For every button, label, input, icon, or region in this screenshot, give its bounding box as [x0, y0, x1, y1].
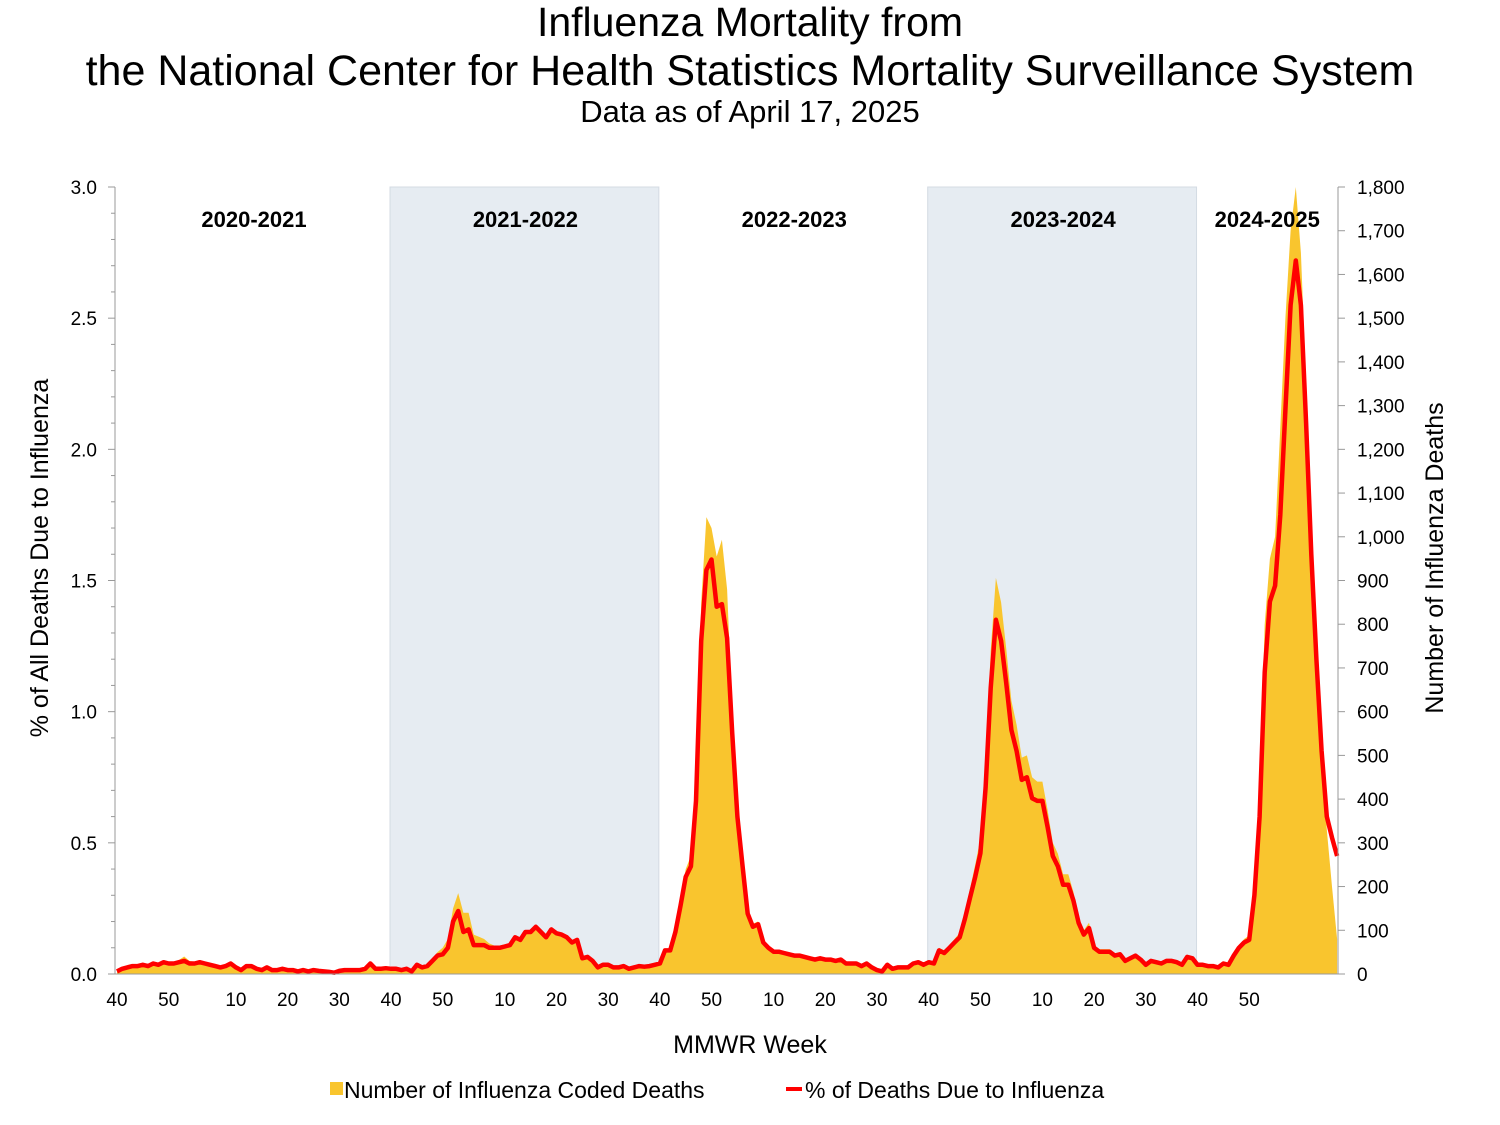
x-tick-label: 40	[918, 990, 939, 1011]
y-left-tick-label: 2.5	[71, 309, 97, 330]
x-tick-label: 40	[380, 990, 401, 1011]
season-shading	[389, 186, 1198, 975]
deaths-area-layer	[117, 187, 1338, 974]
chart-title-line2: the National Center for Health Statistic…	[86, 47, 1415, 95]
pct-line	[115, 258, 1340, 975]
y-left-tick-label: 1.0	[71, 703, 97, 724]
y-left-tick-label: 1.5	[71, 572, 97, 593]
x-tick-label: 30	[598, 990, 619, 1011]
x-tick-label: 30	[866, 990, 887, 1011]
season-labels: 2020-2021 2021-2022 2022-2023 2023-2024 2024…	[201, 207, 1319, 232]
x-tick-label: 10	[225, 990, 246, 1011]
x-tick-label: 50	[432, 990, 453, 1011]
x-tick-label: 50	[970, 990, 991, 1011]
x-tick-label: 20	[1084, 990, 1105, 1011]
y-right-tick-label: 700	[1357, 659, 1389, 680]
season-shade	[927, 186, 1198, 975]
x-tick-label: 50	[158, 990, 179, 1011]
x-axis-title: MMWR Week	[673, 1031, 827, 1059]
x-tick-label: 10	[494, 990, 515, 1011]
pct-line-layer	[115, 258, 1340, 975]
x-tick-label: 10	[763, 990, 784, 1011]
y-right-tick-label: 1,800	[1357, 178, 1405, 199]
deaths-area	[117, 187, 1338, 974]
x-tick-label: 40	[106, 990, 127, 1011]
y-axis-left-title: % of All Deaths Due to Influenza	[26, 379, 54, 738]
season-label: 2020-2021	[201, 207, 306, 232]
y-right-tick-label: 1,500	[1357, 309, 1405, 330]
y-right-tick-label: 900	[1357, 572, 1389, 593]
axes: 40 50 10 20 30 40 50 10 20 30 40 50 10 20 30 40 50 10 20 30…	[71, 178, 1405, 1011]
legend-pct-label: % of Deaths Due to Influenza	[805, 1077, 1104, 1103]
y-right-tick-label: 500	[1357, 746, 1389, 767]
season-shade	[389, 186, 660, 975]
chart-title-line1: Influenza Mortality from	[537, 0, 963, 45]
y-right-tick-label: 0	[1357, 965, 1368, 986]
x-tick-label: 20	[815, 990, 836, 1011]
x-tick-label: 40	[1187, 990, 1208, 1011]
x-tick-label: 20	[277, 990, 298, 1011]
y-left-tick-label: 0.0	[71, 965, 97, 986]
x-tick-label: 10	[1032, 990, 1053, 1011]
season-label: 2024-2025	[1215, 207, 1320, 232]
y-right-tick-label: 1,700	[1357, 222, 1405, 243]
x-tick-label: 30	[1135, 990, 1156, 1011]
y-right-tick-label: 400	[1357, 790, 1389, 811]
x-tick-label: 50	[1239, 990, 1260, 1011]
x-tick-label: 20	[546, 990, 567, 1011]
y-right-tick-label: 1,300	[1357, 397, 1405, 418]
x-tick-label: 40	[649, 990, 670, 1011]
y-right-tick-label: 800	[1357, 615, 1389, 636]
x-tick-label: 50	[701, 990, 722, 1011]
x-tick-label: 30	[329, 990, 350, 1011]
y-right-tick-label: 1,000	[1357, 528, 1405, 549]
y-right-tick-label: 1,400	[1357, 353, 1405, 374]
legend-deaths-swatch	[330, 1082, 343, 1095]
season-label: 2021-2022	[473, 207, 578, 232]
legend: Number of Influenza Coded Deaths % of De…	[330, 1077, 1104, 1103]
legend-deaths-label: Number of Influenza Coded Deaths	[344, 1077, 705, 1103]
y-axis-right-title: Number of Influenza Deaths	[1421, 402, 1449, 713]
y-left-tick-label: 3.0	[71, 178, 97, 199]
y-right-tick-label: 1,100	[1357, 484, 1405, 505]
y-right-tick-label: 100	[1357, 921, 1389, 942]
season-label: 2023-2024	[1011, 207, 1117, 232]
y-right-tick-label: 200	[1357, 878, 1389, 899]
season-label: 2022-2023	[742, 207, 847, 232]
chart-subtitle: Data as of April 17, 2025	[580, 94, 920, 129]
y-left-tick-label: 2.0	[71, 440, 97, 461]
y-left-tick-label: 0.5	[71, 834, 97, 855]
y-right-tick-label: 600	[1357, 703, 1389, 724]
y-right-tick-label: 1,200	[1357, 440, 1405, 461]
y-right-tick-label: 300	[1357, 834, 1389, 855]
y-right-tick-label: 1,600	[1357, 265, 1405, 286]
